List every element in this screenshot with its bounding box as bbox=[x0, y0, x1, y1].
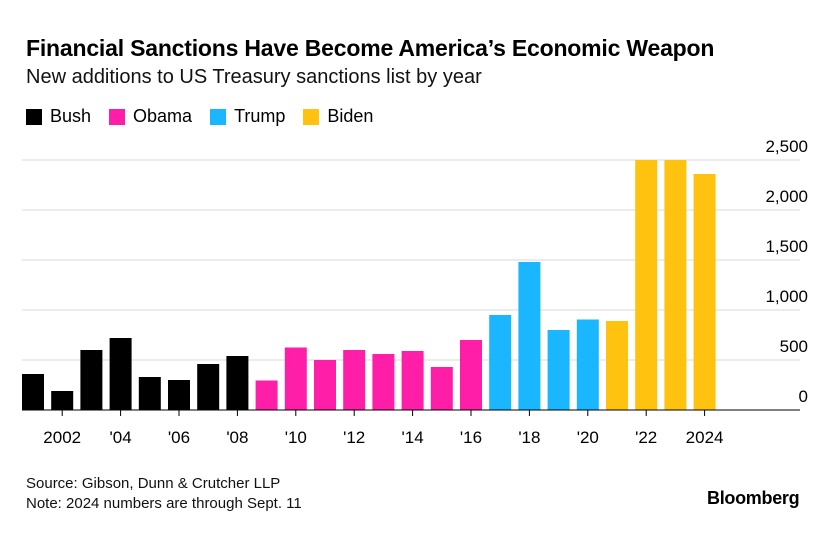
x-tick-label: 2002 bbox=[43, 428, 81, 447]
x-tick-label: '08 bbox=[226, 428, 248, 447]
legend-item-biden: Biden bbox=[303, 106, 373, 127]
bar bbox=[547, 330, 570, 410]
bloomberg-logo: Bloomberg bbox=[707, 488, 800, 508]
legend-item-trump: Trump bbox=[210, 106, 285, 127]
y-tick-label: 1,000 bbox=[765, 287, 808, 306]
legend-swatch-obama bbox=[109, 108, 126, 125]
y-tick-label: 1,500 bbox=[765, 237, 808, 256]
legend-label-trump: Trump bbox=[234, 106, 286, 126]
bar bbox=[343, 350, 366, 410]
bar bbox=[226, 356, 249, 410]
x-tick-label: '20 bbox=[577, 428, 599, 447]
x-tick-label: '04 bbox=[110, 428, 132, 447]
bar bbox=[138, 377, 161, 410]
legend-label-bush: Bush bbox=[50, 106, 92, 126]
x-tick-label: '16 bbox=[460, 428, 482, 447]
x-tick-label: '12 bbox=[343, 428, 365, 447]
bar-chart: 0 500 1,000 1,500 2,000 2,500 2002 '04 '06 '08 '10… bbox=[22, 137, 808, 447]
legend-item-bush: Bush bbox=[26, 106, 91, 127]
bar bbox=[460, 340, 482, 410]
bar bbox=[51, 391, 74, 410]
x-tick-label: '06 bbox=[168, 428, 190, 447]
bar bbox=[255, 380, 278, 410]
source-note: Source: Gibson, Dunn & Crutcher LLP bbox=[26, 475, 281, 492]
footnote: Note: 2024 numbers are through Sept. 11 bbox=[26, 495, 302, 512]
bar bbox=[401, 351, 424, 410]
bar bbox=[109, 338, 132, 410]
legend-label-biden: Biden bbox=[327, 106, 374, 126]
y-tick-label: 500 bbox=[780, 337, 808, 356]
legend-swatch-trump bbox=[210, 108, 227, 125]
bar bbox=[80, 350, 103, 410]
bar bbox=[430, 367, 453, 410]
chart-subtitle: New additions to US Treasury sanctions l… bbox=[26, 66, 482, 88]
y-tick-label: 2,000 bbox=[765, 187, 808, 206]
x-tick-label: '22 bbox=[635, 428, 657, 447]
chart-title: Financial Sanctions Have Become America’… bbox=[26, 35, 715, 61]
x-tick-label: 2024 bbox=[686, 428, 724, 447]
y-tick-label: 2,500 bbox=[765, 137, 808, 156]
bar bbox=[168, 380, 190, 410]
legend-swatch-biden bbox=[303, 108, 320, 125]
legend-swatch-bush bbox=[26, 108, 42, 125]
bar bbox=[576, 319, 599, 410]
x-tick-label: '14 bbox=[402, 428, 424, 447]
bar bbox=[197, 364, 220, 410]
bar bbox=[518, 262, 541, 410]
bar bbox=[664, 160, 687, 410]
x-tick-label: '10 bbox=[285, 428, 307, 447]
legend: Bush Obama Trump Biden bbox=[26, 106, 373, 127]
bar bbox=[372, 354, 395, 410]
legend-item-obama: Obama bbox=[109, 106, 192, 127]
footer: Source: Gibson, Dunn & Crutcher LLP Note… bbox=[26, 474, 302, 514]
bar bbox=[606, 321, 628, 410]
bar bbox=[635, 160, 658, 410]
bar bbox=[284, 347, 307, 410]
bar bbox=[693, 174, 716, 410]
bar bbox=[489, 315, 512, 410]
y-tick-label: 0 bbox=[799, 387, 808, 406]
bar bbox=[22, 374, 44, 410]
bar bbox=[314, 360, 336, 410]
x-tick-label: '18 bbox=[518, 428, 540, 447]
legend-label-obama: Obama bbox=[133, 106, 193, 126]
